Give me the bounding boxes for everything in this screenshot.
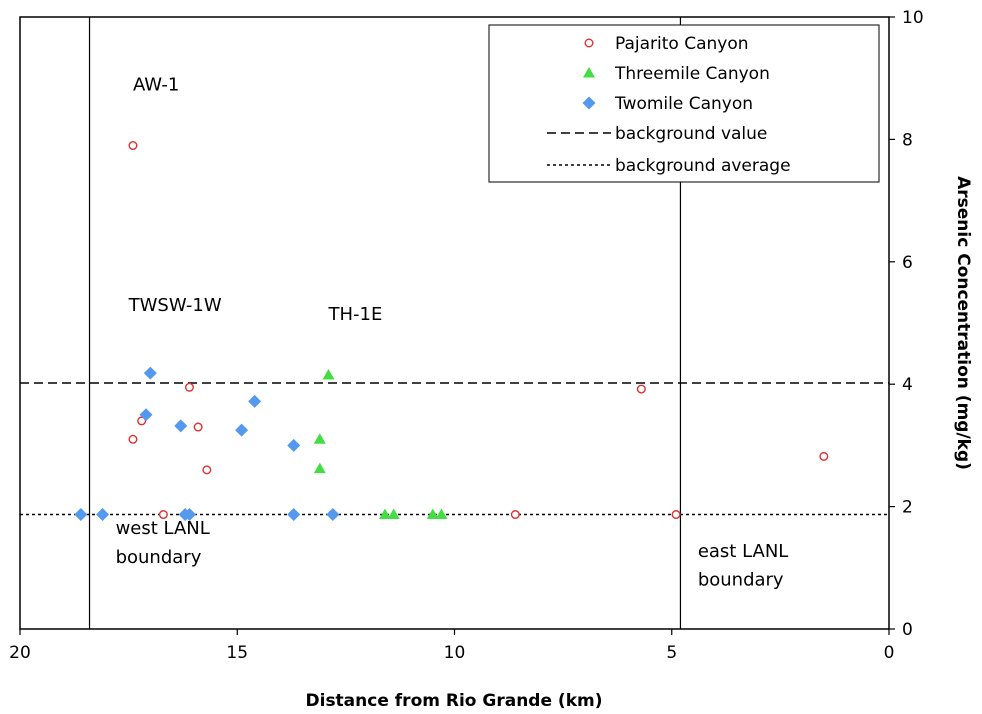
threemile-canyon-point xyxy=(313,462,326,474)
legend-marker-pajarito-canyon xyxy=(584,38,594,48)
threemile-canyon-point xyxy=(378,508,391,520)
twomile-canyon-point xyxy=(143,366,157,380)
twomile-canyon-point xyxy=(287,508,301,522)
legend-box xyxy=(488,24,880,183)
legend: Pajarito Canyon Threemile Canyon Twomile C… xyxy=(488,24,880,183)
threemile-canyon-point xyxy=(322,369,335,380)
y-tick-label: 6 xyxy=(902,253,913,273)
y-tick-label: 0 xyxy=(902,620,913,640)
twomile-canyon-point xyxy=(248,394,262,408)
y-tick-label: 10 xyxy=(902,8,924,28)
pajarito-canyon-point xyxy=(193,422,203,432)
legend-label-threemile-canyon: Threemile Canyon xyxy=(614,64,770,84)
twomile-canyon-point xyxy=(74,508,88,522)
twomile-canyon-point xyxy=(235,423,249,437)
x-axis-title: Distance from Rio Grande (km) xyxy=(306,691,603,711)
x-tick-label: 10 xyxy=(444,643,466,663)
threemile-canyon-point xyxy=(426,508,439,520)
legend-label-pajarito-canyon: Pajarito Canyon xyxy=(615,34,749,54)
legend-label-background-average: background average xyxy=(615,156,791,176)
annotation-label: east LANL xyxy=(698,541,789,562)
x-tick-label: 0 xyxy=(884,643,895,663)
pajarito-canyon-point xyxy=(671,510,681,520)
x-tick-label: 20 xyxy=(9,643,31,663)
pajarito-canyon-point xyxy=(128,141,138,151)
annotation-label: boundary xyxy=(698,570,784,591)
annotation-label: TWSW-1W xyxy=(128,295,222,316)
data-points xyxy=(74,141,829,522)
x-tick-label: 15 xyxy=(226,643,248,663)
twomile-canyon-point xyxy=(326,508,340,522)
y-tick-label: 4 xyxy=(902,375,913,395)
y-axis-title: Arsenic Concentration (mg/kg) xyxy=(953,176,973,470)
annotation-label: TH-1E xyxy=(327,304,382,325)
twomile-canyon-point xyxy=(174,419,188,433)
y-tick-label: 2 xyxy=(902,498,913,518)
pajarito-canyon-point xyxy=(184,382,194,392)
threemile-canyon-point xyxy=(387,508,400,520)
x-tick-label: 5 xyxy=(666,643,677,663)
twomile-canyon-point xyxy=(96,508,110,522)
pajarito-canyon-point xyxy=(128,434,138,444)
pajarito-canyon-point xyxy=(510,510,520,520)
annotation-label: west LANL xyxy=(116,518,210,539)
annotations: AW-1 TWSW-1W TH-1E west LANL boundary east LA… xyxy=(116,74,789,590)
pajarito-canyon-point xyxy=(158,510,168,520)
pajarito-canyon-point xyxy=(202,465,212,475)
twomile-canyon-point xyxy=(287,438,301,452)
legend-label-background-value: background value xyxy=(615,124,767,144)
pajarito-canyon-point xyxy=(137,416,147,426)
twomile-canyon-point xyxy=(139,408,153,422)
twomile-canyon-point xyxy=(182,508,196,522)
legend-label-twomile-canyon: Twomile Canyon xyxy=(614,94,753,114)
threemile-canyon-point xyxy=(313,433,326,444)
y-axis-ticks: 0 2 4 6 8 10 xyxy=(889,8,924,640)
x-axis-ticks: 20 15 10 5 0 xyxy=(9,629,894,663)
pajarito-canyon-point xyxy=(636,384,646,394)
threemile-canyon-point xyxy=(435,508,448,520)
legend-items: Pajarito Canyon Threemile Canyon Twomile C… xyxy=(547,34,791,176)
legend-marker-twomile-canyon xyxy=(582,96,596,110)
annotation-label: boundary xyxy=(116,547,202,568)
pajarito-canyon-point xyxy=(819,451,829,461)
y-tick-label: 8 xyxy=(902,130,913,150)
legend-marker-threemile-canyon xyxy=(583,67,595,78)
annotation-label: AW-1 xyxy=(133,74,179,95)
